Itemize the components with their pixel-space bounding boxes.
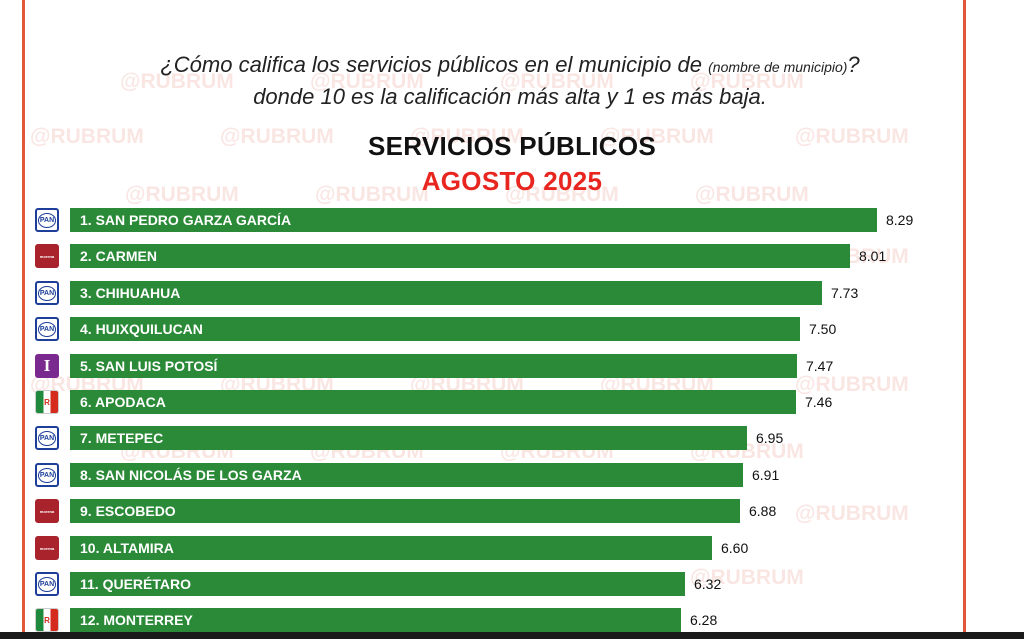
watermark-text: @RUBRUM [600, 125, 714, 148]
bar-category-label: 6. APODACA [80, 394, 166, 410]
question-prefix: ¿Cómo califica los servicios públicos en… [160, 52, 709, 77]
watermark-text: @RUBRUM [795, 502, 909, 525]
bar-value-label: 7.73 [831, 285, 859, 301]
bar-5: 5. SAN LUIS POTOSÍ [70, 354, 797, 378]
bar-6: 6. APODACA [70, 390, 796, 414]
bar-3: 3. CHIHUAHUA [70, 281, 822, 305]
bar-value-label: 7.46 [805, 394, 833, 410]
question-line2: donde 10 es la calificación más alta y 1… [253, 84, 767, 109]
morena-logo-icon: morena [35, 499, 59, 523]
pan-logo-icon: PAN [35, 463, 59, 487]
pan-logo-icon: PAN [35, 426, 59, 450]
bar-value-label: 6.28 [690, 612, 718, 628]
infographic-frame [22, 0, 966, 639]
bar-category-label: 2. CARMEN [80, 248, 158, 264]
independent-logo-icon: I [35, 354, 59, 378]
morena-logo-icon: morena [35, 536, 59, 560]
bottom-edge [0, 632, 1024, 639]
bar-category-label: 10. ALTAMIRA [80, 540, 174, 556]
watermark-text: @RUBRUM [695, 183, 809, 206]
bar-category-label: 4. HUIXQUILUCAN [80, 321, 203, 337]
watermark-text: @RUBRUM [505, 183, 619, 206]
bar-value-label: 6.91 [752, 467, 780, 483]
watermark-text: @RUBRUM [310, 70, 424, 93]
bar-category-label: 9. ESCOBEDO [80, 503, 176, 519]
bar-11: 11. QUERÉTARO [70, 572, 685, 596]
watermark-text: @RUBRUM [120, 70, 234, 93]
watermark-text: @RUBRUM [500, 70, 614, 93]
question-suffix: ? [847, 52, 860, 77]
bar-value-label: 6.95 [756, 430, 784, 446]
bar-value-label: 8.01 [859, 248, 887, 264]
bar-value-label: 6.88 [749, 503, 777, 519]
pri-logo-icon: R [35, 608, 59, 632]
bar-value-label: 6.32 [694, 576, 722, 592]
bar-category-label: 1. SAN PEDRO GARZA GARCÍA [80, 212, 292, 228]
watermark-text: @RUBRUM [690, 566, 804, 589]
bar-12: 12. MONTERREY [70, 608, 681, 632]
survey-question: ¿Cómo califica los servicios públicos en… [40, 50, 980, 112]
bar-category-label: 7. METEPEC [80, 430, 164, 446]
bar-8: 8. SAN NICOLÁS DE LOS GARZA [70, 463, 743, 487]
watermark-text: @RUBRUM [315, 183, 429, 206]
bar-4: 4. HUIXQUILUCAN [70, 317, 800, 341]
bar-category-label: 12. MONTERREY [80, 612, 193, 628]
pan-logo-icon: PAN [35, 281, 59, 305]
watermark-text: @RUBRUM [690, 70, 804, 93]
bar-value-label: 8.29 [886, 212, 914, 228]
watermark-text: @RUBRUM [30, 125, 144, 148]
bar-9: 9. ESCOBEDO [70, 499, 740, 523]
watermark-text: @RUBRUM [795, 125, 909, 148]
bar-category-label: 11. QUERÉTARO [80, 576, 191, 592]
pan-logo-icon: PAN [35, 208, 59, 232]
bar-value-label: 7.47 [806, 358, 834, 374]
bar-category-label: 8. SAN NICOLÁS DE LOS GARZA [80, 467, 302, 483]
watermark-text: @RUBRUM [220, 125, 334, 148]
bar-7: 7. METEPEC [70, 426, 747, 450]
pan-logo-icon: PAN [35, 317, 59, 341]
bar-category-label: 5. SAN LUIS POTOSÍ [80, 358, 218, 374]
bar-1: 1. SAN PEDRO GARZA GARCÍA [70, 208, 877, 232]
pan-logo-icon: PAN [35, 572, 59, 596]
watermark-text: @RUBRUM [410, 125, 524, 148]
bar-value-label: 7.50 [809, 321, 837, 337]
chart-title: SERVICIOS PÚBLICOS [367, 131, 657, 161]
bar-10: 10. ALTAMIRA [70, 536, 712, 560]
chart-subtitle: AGOSTO 2025 [421, 166, 603, 196]
bar-2: 2. CARMEN [70, 244, 850, 268]
watermark-text: @RUBRUM [125, 183, 239, 206]
pri-logo-icon: R [35, 390, 59, 414]
question-placeholder: (nombre de municipio) [708, 59, 848, 75]
bar-category-label: 3. CHIHUAHUA [80, 285, 181, 301]
watermark-text: @RUBRUM [795, 373, 909, 396]
morena-logo-icon: morena [35, 244, 59, 268]
bar-value-label: 6.60 [721, 540, 749, 556]
